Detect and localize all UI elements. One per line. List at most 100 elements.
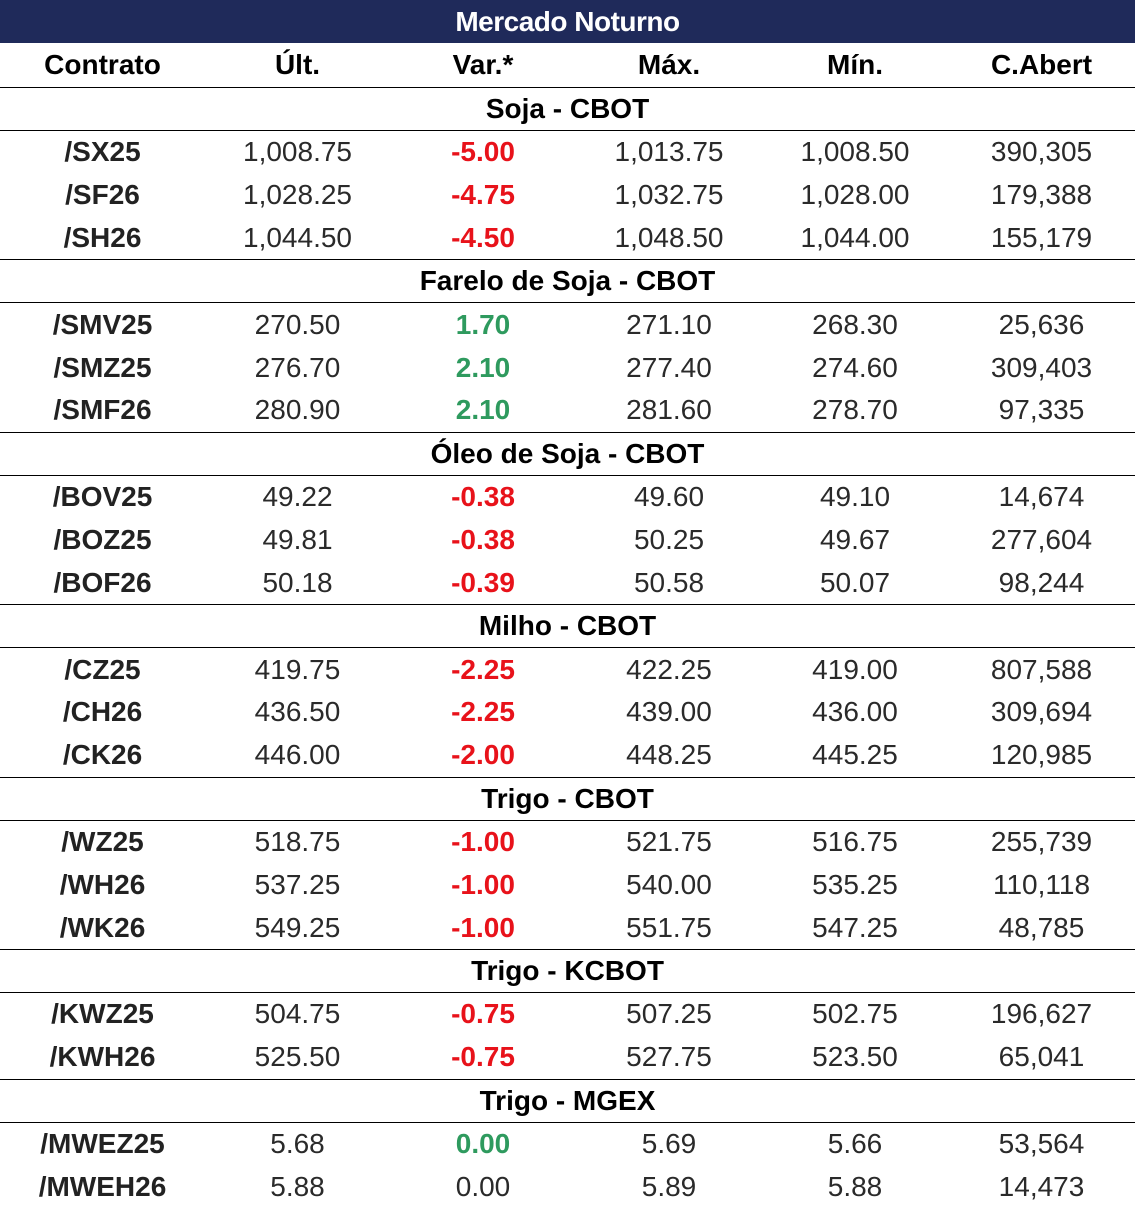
section-header: Farelo de Soja - CBOT xyxy=(0,260,1135,304)
open-interest-cell: 277,604 xyxy=(990,523,1093,555)
table-row: /WH26 537.25 -1.00 540.00 535.25 110,118 xyxy=(0,863,1135,906)
high-cell: 5.89 xyxy=(641,1170,697,1202)
section-body: /CZ25 419.75 -2.25 422.25 419.00 807,588/CH26… xyxy=(0,648,1135,778)
change-cell: -4.75 xyxy=(451,179,515,211)
last-price-cell: 49.81 xyxy=(262,523,333,555)
last-price-cell: 50.18 xyxy=(262,566,333,598)
high-cell: 507.25 xyxy=(626,998,712,1030)
column-header-last: Últ. xyxy=(274,49,321,80)
section-body: /KWZ25 504.75 -0.75 507.25 502.75 196,627/KWH… xyxy=(0,993,1135,1080)
last-price-cell: 537.25 xyxy=(254,868,341,900)
low-cell: 1,044.00 xyxy=(800,221,910,253)
table-row: /BOZ25 49.81 -0.38 50.25 49.67 277,604 xyxy=(0,519,1135,562)
last-price-cell: 1,044.50 xyxy=(243,221,352,253)
last-price-cell: 504.75 xyxy=(254,998,341,1030)
low-cell: 547.25 xyxy=(812,911,898,943)
last-price-cell: 446.00 xyxy=(254,739,341,771)
open-interest-cell: 97,335 xyxy=(998,394,1085,426)
section-body: /BOV25 49.22 -0.38 49.60 49.10 14,674/BOZ25 49… xyxy=(0,476,1135,606)
change-cell: 2.10 xyxy=(455,351,511,383)
low-cell: 445.25 xyxy=(812,739,898,771)
low-cell: 516.75 xyxy=(812,825,898,857)
last-price-cell: 419.75 xyxy=(254,653,341,685)
contract-cell: /SX25 xyxy=(64,136,141,168)
table-row: /BOV25 49.22 -0.38 49.60 49.10 14,674 xyxy=(0,476,1135,519)
open-interest-cell: 155,179 xyxy=(990,221,1093,253)
high-cell: 277.40 xyxy=(626,351,712,383)
change-cell: -0.75 xyxy=(451,998,515,1030)
high-cell: 439.00 xyxy=(626,696,712,728)
contract-cell: /KWZ25 xyxy=(51,998,154,1030)
high-cell: 521.75 xyxy=(626,825,712,857)
section-header: Óleo de Soja - CBOT xyxy=(0,433,1135,476)
low-cell: 5.88 xyxy=(827,1170,883,1202)
change-cell: -1.00 xyxy=(451,825,515,857)
contract-cell: /CZ25 xyxy=(64,653,141,685)
sections-container: Soja - CBOT/SX25 1,008.75 -5.00 1,013.75 1,0… xyxy=(0,88,1135,1208)
open-interest-cell: 48,785 xyxy=(998,911,1085,943)
high-cell: 50.58 xyxy=(633,566,705,598)
low-cell: 419.00 xyxy=(812,653,898,685)
high-cell: 551.75 xyxy=(626,911,712,943)
low-cell: 268.30 xyxy=(812,308,898,340)
high-cell: 281.60 xyxy=(626,394,712,426)
change-cell: -1.00 xyxy=(451,868,515,900)
contract-cell: /SMZ25 xyxy=(53,351,152,383)
high-cell: 422.25 xyxy=(626,653,712,685)
section-header: Trigo - MGEX xyxy=(0,1080,1135,1123)
contract-cell: /WK26 xyxy=(59,911,146,943)
low-cell: 278.70 xyxy=(812,394,898,426)
open-interest-cell: 179,388 xyxy=(990,179,1093,211)
low-cell: 1,008.50 xyxy=(800,136,910,168)
contract-cell: /WH26 xyxy=(59,868,146,900)
change-cell: -5.00 xyxy=(451,136,515,168)
section-header: Soja - CBOT xyxy=(0,88,1135,131)
last-price-cell: 1,008.75 xyxy=(243,136,352,168)
last-price-cell: 518.75 xyxy=(254,825,341,857)
table-row: /SMZ25 276.70 2.10 277.40 274.60 309,403 xyxy=(0,346,1135,389)
open-interest-cell: 309,694 xyxy=(990,696,1093,728)
contract-cell: /BOV25 xyxy=(52,481,153,513)
last-price-cell: 5.88 xyxy=(270,1170,325,1202)
low-cell: 49.10 xyxy=(819,481,891,513)
table-row: /WK26 549.25 -1.00 551.75 547.25 48,785 xyxy=(0,906,1135,949)
low-cell: 274.60 xyxy=(812,351,898,383)
open-interest-cell: 120,985 xyxy=(990,739,1093,771)
contract-cell: /MWEH26 xyxy=(38,1170,167,1202)
high-cell: 271.10 xyxy=(626,308,712,340)
table-row: /BOF26 50.18 -0.39 50.58 50.07 98,244 xyxy=(0,561,1135,604)
change-cell: -0.75 xyxy=(451,1041,515,1073)
change-cell: -2.00 xyxy=(451,739,515,771)
high-cell: 448.25 xyxy=(626,739,712,771)
open-interest-cell: 807,588 xyxy=(990,653,1093,685)
contract-cell: /SH26 xyxy=(63,221,142,253)
high-cell: 1,013.75 xyxy=(614,136,724,168)
table-row: /MWEZ25 5.68 0.00 5.69 5.66 53,564 xyxy=(0,1123,1135,1166)
open-interest-cell: 196,627 xyxy=(990,998,1093,1030)
table-row: /SMV25 270.50 1.70 271.10 268.30 25,636 xyxy=(0,303,1135,346)
change-cell: 1.70 xyxy=(455,308,511,340)
open-interest-cell: 65,041 xyxy=(998,1041,1085,1073)
high-cell: 50.25 xyxy=(633,523,705,555)
last-price-cell: 270.50 xyxy=(254,308,341,340)
low-cell: 1,028.00 xyxy=(800,179,910,211)
low-cell: 535.25 xyxy=(812,868,898,900)
high-cell: 49.60 xyxy=(633,481,705,513)
contract-cell: /WZ25 xyxy=(61,825,144,857)
contract-cell: /BOZ25 xyxy=(53,523,152,555)
column-header-change: Var.* xyxy=(452,49,514,80)
table-row: /WZ25 518.75 -1.00 521.75 516.75 255,739 xyxy=(0,821,1135,864)
change-cell: 0.00 xyxy=(455,1170,511,1202)
section-body: /WZ25 518.75 -1.00 521.75 516.75 255,739/WH26… xyxy=(0,821,1135,950)
section-header: Milho - CBOT xyxy=(0,605,1135,649)
last-price-cell: 549.25 xyxy=(254,911,341,943)
column-header-row: Contrato Últ. Var.* Máx. Mín. C.Abert xyxy=(0,43,1135,88)
low-cell: 502.75 xyxy=(812,998,898,1030)
open-interest-cell: 25,636 xyxy=(998,308,1085,340)
high-cell: 527.75 xyxy=(626,1041,712,1073)
section-header: Trigo - CBOT xyxy=(0,778,1135,821)
last-price-cell: 5.68 xyxy=(270,1127,325,1159)
contract-cell: /BOF26 xyxy=(53,566,152,598)
change-cell: -1.00 xyxy=(451,911,515,943)
